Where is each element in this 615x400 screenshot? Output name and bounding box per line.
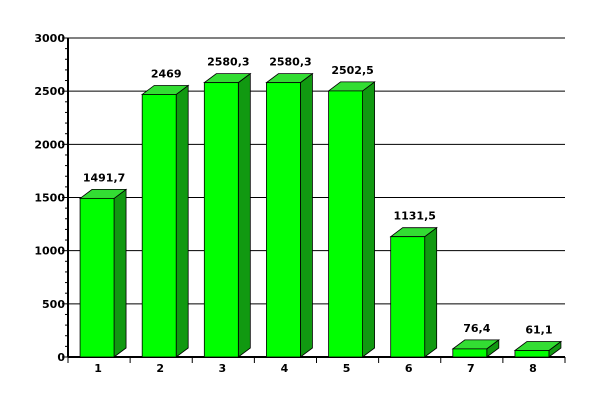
bar-value-label: 2469 xyxy=(151,67,182,80)
bar-value-label: 2580,3 xyxy=(207,56,249,69)
x-tick-label: 5 xyxy=(343,362,351,375)
y-tick-label: 0 xyxy=(57,351,65,364)
bar-side-face xyxy=(175,84,189,358)
bar-value-label: 2580,3 xyxy=(269,56,311,69)
x-tick-label: 8 xyxy=(529,362,537,375)
y-tick-label: 2000 xyxy=(34,138,65,151)
x-tick-label: 6 xyxy=(405,362,413,375)
x-tick-label: 2 xyxy=(156,362,164,375)
x-tick-label: 3 xyxy=(218,362,226,375)
bar xyxy=(327,81,376,358)
bar-value-label: 76,4 xyxy=(463,322,490,335)
bar xyxy=(389,226,438,358)
bar xyxy=(513,340,563,358)
bars xyxy=(78,72,563,358)
bar-side-face xyxy=(424,226,438,358)
bar-side-face xyxy=(300,72,313,358)
bar xyxy=(78,188,128,358)
bar-side-face xyxy=(362,81,375,358)
y-tick-label: 1000 xyxy=(34,245,65,258)
bar-front-face xyxy=(328,90,363,358)
bar-front-face xyxy=(266,82,301,358)
bar xyxy=(451,339,501,358)
bar-front-face xyxy=(141,94,177,358)
bar-value-label: 2502,5 xyxy=(331,64,373,77)
bar-side-face xyxy=(237,72,251,358)
bar xyxy=(203,72,252,358)
bar-front-face xyxy=(79,197,115,358)
y-tick-label: 3000 xyxy=(34,32,65,45)
x-tick-label: 4 xyxy=(281,362,289,375)
y-tick-label: 500 xyxy=(42,298,65,311)
bar xyxy=(140,84,190,358)
bar-front-face xyxy=(514,350,550,358)
bar-value-label: 1131,5 xyxy=(393,210,435,223)
bar xyxy=(265,72,314,358)
bar-value-label: 1491,7 xyxy=(83,171,125,184)
y-tick-label: 2500 xyxy=(34,85,65,98)
bar-front-face xyxy=(390,236,426,358)
x-tick-label: 7 xyxy=(467,362,475,375)
labels: 0 500 1000 1500 2000 2500 3000 1491,7 1 2469 2 2580… xyxy=(34,32,552,375)
bar-front-face xyxy=(203,82,239,358)
axes xyxy=(62,37,566,363)
bar-value-label: 61,1 xyxy=(525,324,552,337)
bar-side-face xyxy=(113,188,127,358)
x-tick-label: 1 xyxy=(94,362,102,375)
bar-front-face xyxy=(452,348,488,358)
y-tick-label: 1500 xyxy=(34,192,65,205)
